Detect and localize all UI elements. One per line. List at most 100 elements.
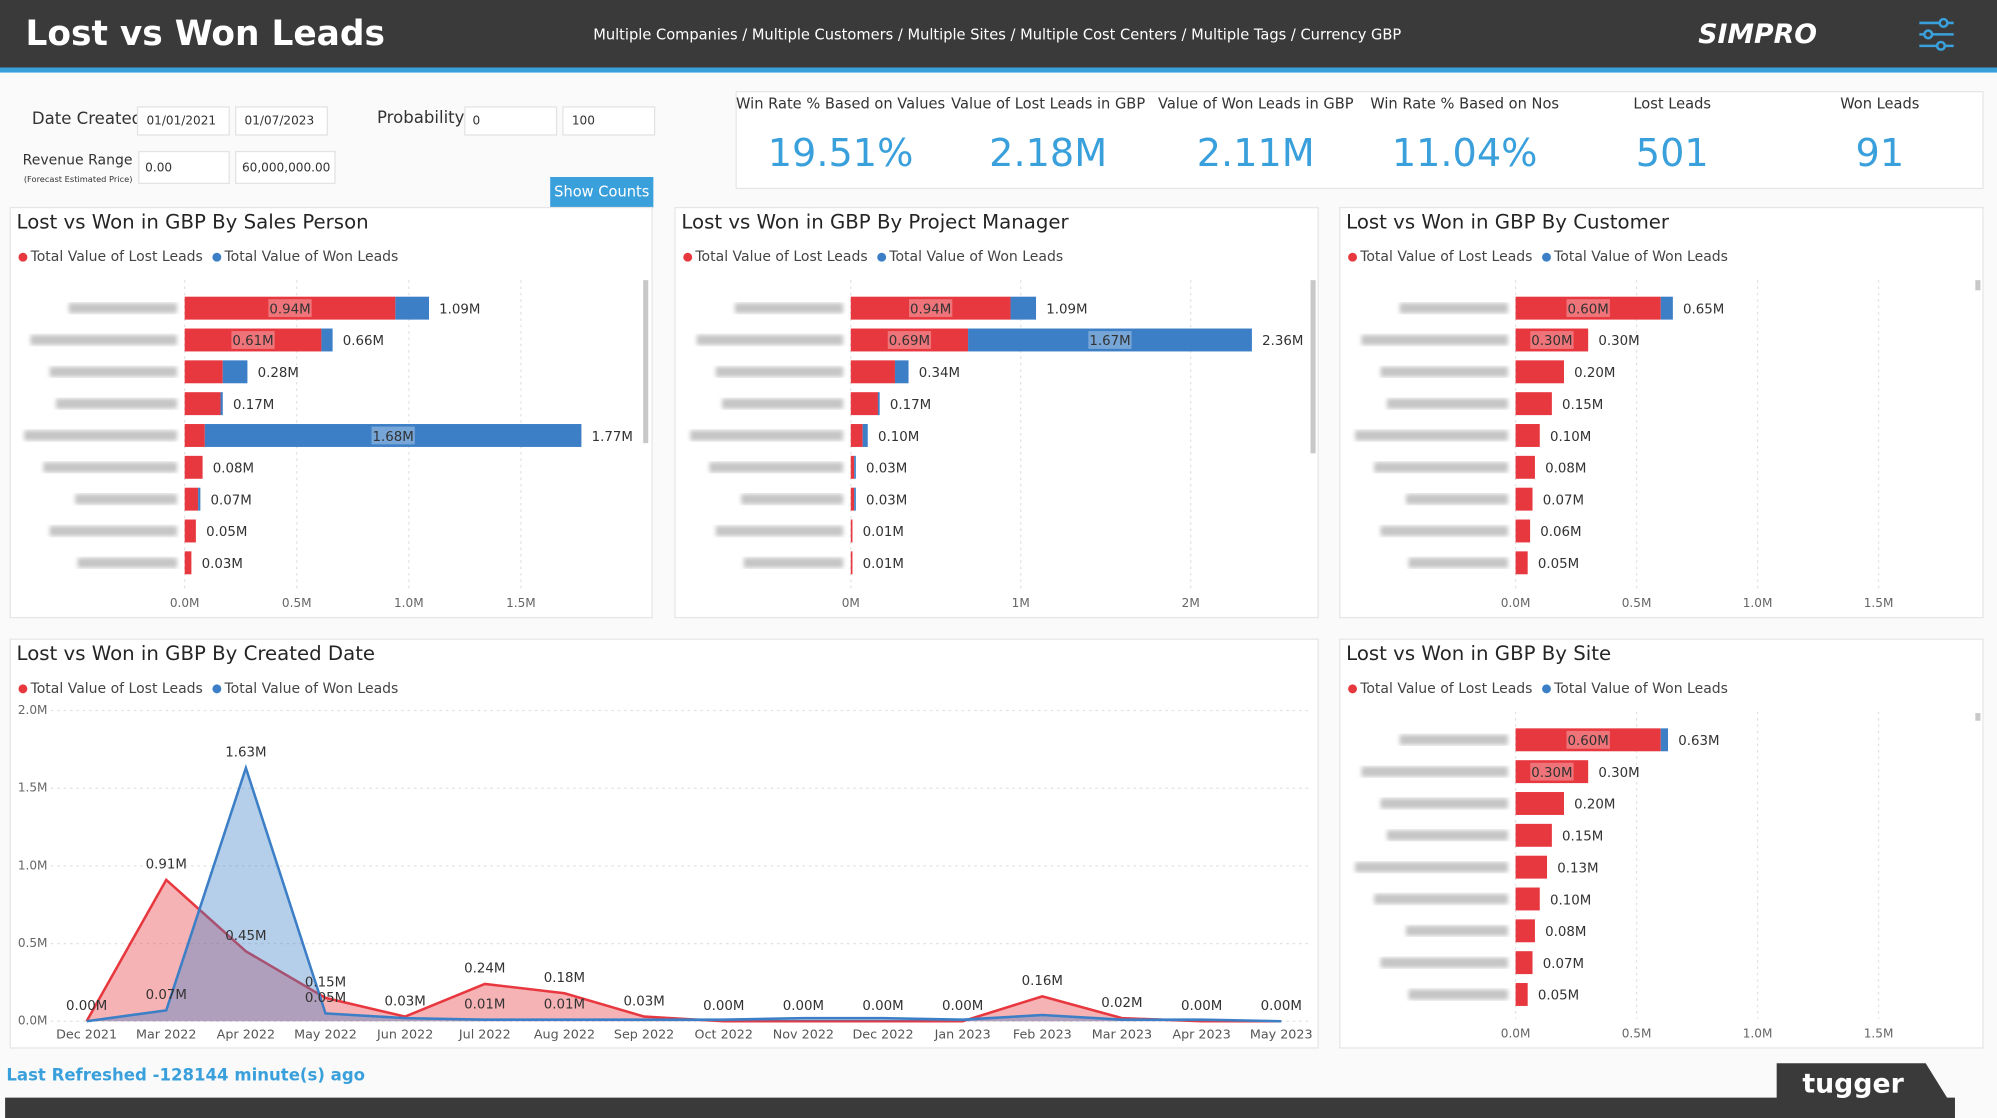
input-box[interactable] — [234, 106, 328, 136]
series-area — [86, 768, 1282, 1022]
bar-segment — [321, 328, 333, 352]
data-label-bg — [909, 299, 953, 318]
blurred-category-label — [1361, 766, 1508, 777]
blurred-category-label — [1408, 557, 1508, 568]
logo: SIMPRO — [1698, 19, 1817, 50]
bar-segment — [1515, 487, 1533, 511]
kpi-value: 11.04% — [1392, 132, 1538, 176]
input-value: 0 — [473, 113, 481, 127]
kpi-label: Win Rate % Based on Values — [736, 95, 945, 112]
data-label: 0.18M — [544, 971, 585, 986]
bar-segment — [1515, 823, 1552, 847]
chart-title: Lost vs Won in GBP By Created Date — [17, 642, 376, 665]
bar-segment — [222, 360, 248, 384]
total-label: 0.10M — [878, 430, 919, 445]
x-tick-label: Jan 2023 — [934, 1028, 991, 1043]
bar-segment — [184, 424, 205, 447]
kpi-label: Value of Lost Leads in GBP — [951, 95, 1145, 112]
blurred-category-label — [1386, 398, 1508, 409]
input-box[interactable] — [138, 150, 230, 184]
data-label: 0.00M — [783, 999, 824, 1014]
blurred-category-label — [696, 334, 844, 346]
kpi-panel — [735, 91, 1984, 190]
show-counts-button[interactable] — [550, 176, 654, 208]
bar-segment — [894, 360, 909, 384]
bar-segment — [850, 392, 878, 416]
data-label-bg — [1530, 331, 1574, 349]
data-label: 0.00M — [703, 999, 744, 1014]
legend-label: Total Value of Won Leads — [223, 681, 398, 697]
blurred-category-label — [722, 398, 844, 409]
bar-segment — [1515, 455, 1535, 479]
legend-label: Total Value of Lost Leads — [30, 681, 203, 697]
blurred-category-label — [1399, 303, 1508, 314]
legend-marker — [1542, 252, 1551, 262]
chart-panel: Lost vs Won in GBP By Sales Person Total … — [9, 206, 653, 619]
legend-marker — [877, 252, 887, 262]
blurred-category-label — [43, 462, 178, 473]
filter-label: Revenue Range — [23, 152, 133, 168]
total-label: 0.28M — [258, 366, 299, 381]
scrollbar — [643, 280, 649, 444]
blurred-category-label — [1355, 430, 1508, 441]
blurred-category-label — [49, 525, 178, 537]
x-tick-label: Sep 2022 — [614, 1028, 674, 1043]
blurred-category-label — [690, 430, 844, 441]
input-box[interactable] — [562, 106, 656, 136]
blurred-category-label — [56, 398, 178, 409]
bar-segment — [220, 392, 223, 416]
data-label-bg — [1566, 730, 1610, 749]
x-tick-label: Feb 2023 — [1013, 1028, 1072, 1043]
x-tick-label: 0.0M — [1501, 596, 1531, 610]
data-label: 0.02M — [1101, 996, 1142, 1011]
brand-badge — [1776, 1063, 1955, 1111]
footer-bar — [5, 1097, 1955, 1118]
blurred-category-label — [24, 430, 178, 441]
data-label-bg — [1530, 762, 1574, 781]
bar-segment — [184, 519, 196, 543]
total-label: 0.66M — [343, 334, 384, 349]
total-label: 0.34M — [919, 366, 960, 381]
x-tick-label: 0.5M — [1622, 1026, 1652, 1040]
filter-note: (Forecast Estimated Price) — [24, 174, 133, 184]
total-label: 0.10M — [1550, 893, 1591, 908]
data-label: 0.30M — [1531, 334, 1572, 349]
bar-segment — [1515, 392, 1552, 416]
filter-icon[interactable] — [1919, 17, 1954, 51]
y-tick-label: 0.0M — [18, 1014, 48, 1028]
kpi-label: Won Leads — [1840, 95, 1919, 112]
data-label: 1.63M — [225, 746, 266, 761]
panel-background — [674, 206, 1319, 619]
total-label: 0.13M — [1557, 861, 1598, 876]
page-subtitle: Multiple Companies / Multiple Customers … — [593, 27, 1401, 44]
input-box[interactable] — [464, 106, 558, 136]
total-label: 0.03M — [866, 462, 907, 477]
legend-marker — [18, 252, 28, 262]
bar-segment — [850, 296, 1011, 320]
legend-label: Total Value of Lost Leads — [1359, 249, 1532, 265]
bar-segment — [850, 455, 855, 479]
total-label: 0.65M — [1683, 302, 1724, 317]
data-label-bg — [887, 331, 932, 349]
bar-segment — [1515, 855, 1548, 879]
data-label: 0.91M — [146, 858, 187, 873]
panel-background — [1339, 638, 1984, 1049]
data-label: 0.94M — [269, 302, 310, 317]
data-label: 0.00M — [1261, 999, 1302, 1014]
legend-label: Total Value of Lost Leads — [30, 249, 203, 265]
input-box[interactable] — [136, 106, 230, 136]
x-tick-label: 1.0M — [1743, 596, 1773, 610]
blurred-category-label — [715, 525, 844, 537]
x-tick-label: Aug 2022 — [534, 1028, 595, 1043]
bar-segment — [184, 296, 396, 320]
total-label: 0.15M — [1562, 398, 1603, 413]
total-label: 0.30M — [1598, 766, 1639, 781]
bar-segment — [198, 487, 201, 511]
input-box[interactable] — [234, 150, 336, 184]
bar-segment — [1515, 360, 1564, 384]
total-label: 0.05M — [206, 525, 247, 540]
page-title: Lost vs Won Leads — [25, 14, 384, 54]
total-label: 0.05M — [1538, 557, 1579, 572]
bar-segment — [854, 455, 856, 479]
scrollbar — [1975, 713, 1981, 721]
